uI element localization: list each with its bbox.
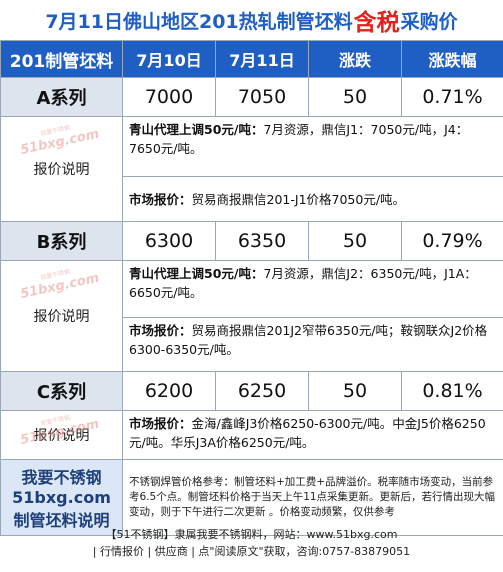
detail-row-a-2: 市场报价：贸易商报鼎信201-J1价格7050元/吨。 xyxy=(1,176,503,222)
detail-row-b-2: 市场报价：贸易商报鼎信201J2窄带6350元/吨；鞍钢联众J2价格6300-6… xyxy=(1,317,503,372)
detail-row-b-1: 我要不锈钢 51bxg.com 报价说明 青山代理上调50元/吨：7月资源，鼎信J… xyxy=(0,260,503,372)
title-suffix: 采购价 xyxy=(400,10,458,33)
title-highlight: 含税 xyxy=(353,10,400,36)
price-prev: 6300 xyxy=(122,221,216,261)
market-quote-text: 市场报价：金海/鑫峰J3价格6250-6300元/吨。中金J5价格6250元/吨… xyxy=(122,410,503,460)
price-curr: 6250 xyxy=(215,371,309,411)
quote-detail-text: 青山代理上调50元/吨：7月资源，鼎信J1：7050元/吨，J4：7650元/吨… xyxy=(122,116,503,177)
price-curr: 7050 xyxy=(215,77,309,117)
header-row: 201制管坯料 7月10日 7月11日 涨跌 涨跌幅 xyxy=(0,40,503,78)
price-prev: 6200 xyxy=(122,371,216,411)
series-row-c: C系列 6200 6250 50 0.81% xyxy=(0,371,503,411)
notes-row: 我要不锈钢51bxg.com 制管坯料说明 不锈钢焊管价格参考：制管坯料+加工费… xyxy=(0,459,503,536)
price-change: 50 xyxy=(308,77,402,117)
header-change-pct: 涨跌幅 xyxy=(401,40,503,78)
series-name: B系列 xyxy=(0,221,123,261)
header-material: 201制管坯料 xyxy=(0,40,123,78)
header-date-prev: 7月10日 xyxy=(122,40,216,78)
price-change-pct: 0.79% xyxy=(401,221,503,261)
series-name: C系列 xyxy=(0,371,123,411)
watermark-logo: 我要不锈钢51bxg.com xyxy=(12,468,111,507)
price-change: 50 xyxy=(308,371,402,411)
footer-line-1: 【51不锈钢】隶属我要不锈钢料，网站：www.51bxg.com xyxy=(105,528,398,541)
header-change: 涨跌 xyxy=(308,40,402,78)
footer: 【51不锈钢】隶属我要不锈钢料，网站：www.51bxg.com | 行情报价 … xyxy=(0,521,503,572)
market-quote-text: 市场报价：贸易商报鼎信201-J1价格7050元/吨。 xyxy=(122,176,503,222)
quote-detail-text: 青山代理上调50元/吨：7月资源，鼎信J2：6350元/吨，J1A：6650元/… xyxy=(122,260,503,318)
series-name: A系列 xyxy=(0,77,123,117)
footer-line-2: | 行情报价 | 供应商 | 点"阅读原文"获取，咨询:0757-8387905… xyxy=(92,545,411,558)
quote-note-label: 我要不锈钢 51bxg.com 报价说明 xyxy=(0,260,123,372)
price-change-pct: 0.81% xyxy=(401,371,503,411)
detail-row-a-1: 我要不锈钢 51bxg.com 报价说明 青山代理上调50元/吨：7月资源，鼎信J… xyxy=(0,116,503,222)
notes-label: 我要不锈钢51bxg.com 制管坯料说明 xyxy=(0,459,123,536)
notes-text: 不锈钢焊管价格参考：制管坯料+加工费+品牌溢价。税率随市场变动，当前参考6.5个… xyxy=(122,459,503,536)
quote-note-label: 我要不锈钢 51bxg.com 报价说明 xyxy=(0,410,123,460)
price-curr: 6350 xyxy=(215,221,309,261)
detail-row-c-1: 我要不锈钢 51bxg.com 报价说明 市场报价：金海/鑫峰J3价格6250-6… xyxy=(0,410,503,460)
price-change-pct: 0.71% xyxy=(401,77,503,117)
series-row-b: B系列 6300 6350 50 0.79% xyxy=(0,221,503,261)
header-date-curr: 7月11日 xyxy=(215,40,309,78)
page-title: 7月11日佛山地区201热轧制管坯料 含税 采购价 xyxy=(0,0,503,40)
price-prev: 7000 xyxy=(122,77,216,117)
quote-note-label: 我要不锈钢 51bxg.com 报价说明 xyxy=(0,116,123,222)
price-change: 50 xyxy=(308,221,402,261)
series-row-a: A系列 7000 7050 50 0.71% xyxy=(0,77,503,117)
title-prefix: 7月11日佛山地区201热轧制管坯料 xyxy=(45,10,353,33)
market-quote-text: 市场报价：贸易商报鼎信201J2窄带6350元/吨；鞍钢联众J2价格6300-6… xyxy=(122,317,503,372)
price-table: 201制管坯料 7月10日 7月11日 涨跌 涨跌幅 A系列 7000 7050… xyxy=(0,40,503,536)
